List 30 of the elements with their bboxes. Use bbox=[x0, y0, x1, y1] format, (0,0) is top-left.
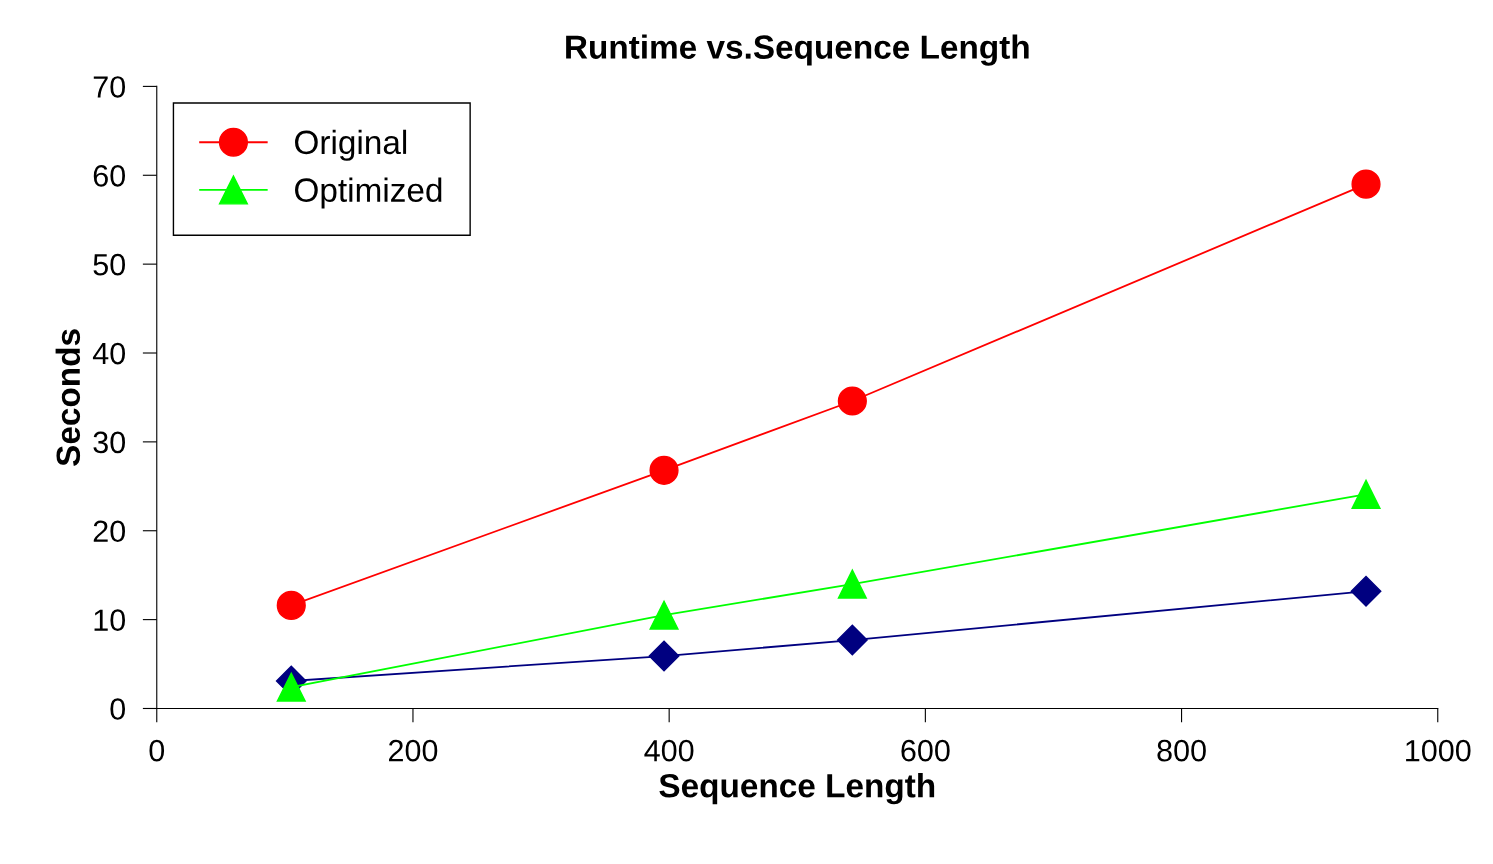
x-tick-label: 200 bbox=[389, 739, 438, 762]
x-tick-label: 800 bbox=[1157, 739, 1206, 762]
legend-label: Optimized bbox=[295, 177, 442, 209]
legend-label: Original bbox=[295, 129, 407, 161]
y-tick-label: 20 bbox=[93, 520, 126, 543]
y-tick-label: 30 bbox=[93, 431, 126, 454]
x-tick-label: 600 bbox=[901, 739, 950, 762]
y-tick-label: 70 bbox=[93, 76, 126, 98]
chart-title: Runtime vs.Sequence Length bbox=[566, 34, 1029, 66]
y-tick-label: 50 bbox=[93, 253, 126, 276]
point bbox=[836, 624, 868, 656]
x-tick-label: 0 bbox=[149, 739, 165, 762]
point bbox=[837, 386, 867, 416]
point bbox=[276, 590, 306, 620]
x-tick-label: 1000 bbox=[1406, 739, 1471, 762]
x-axis-title: Sequence Length bbox=[659, 773, 935, 805]
y-axis-title: Seconds bbox=[55, 329, 81, 466]
point bbox=[649, 600, 679, 630]
point bbox=[837, 569, 867, 599]
point bbox=[649, 455, 679, 485]
y-tick-label: 60 bbox=[93, 165, 126, 187]
point bbox=[648, 640, 680, 672]
point bbox=[1351, 479, 1381, 509]
y-tick-label: 0 bbox=[110, 698, 126, 720]
point bbox=[1350, 575, 1382, 607]
point bbox=[276, 672, 306, 702]
x-tick-label: 400 bbox=[644, 739, 694, 762]
point bbox=[1351, 169, 1381, 199]
y-tick-label: 40 bbox=[92, 342, 126, 365]
y-tick-label: 10 bbox=[94, 609, 126, 631]
